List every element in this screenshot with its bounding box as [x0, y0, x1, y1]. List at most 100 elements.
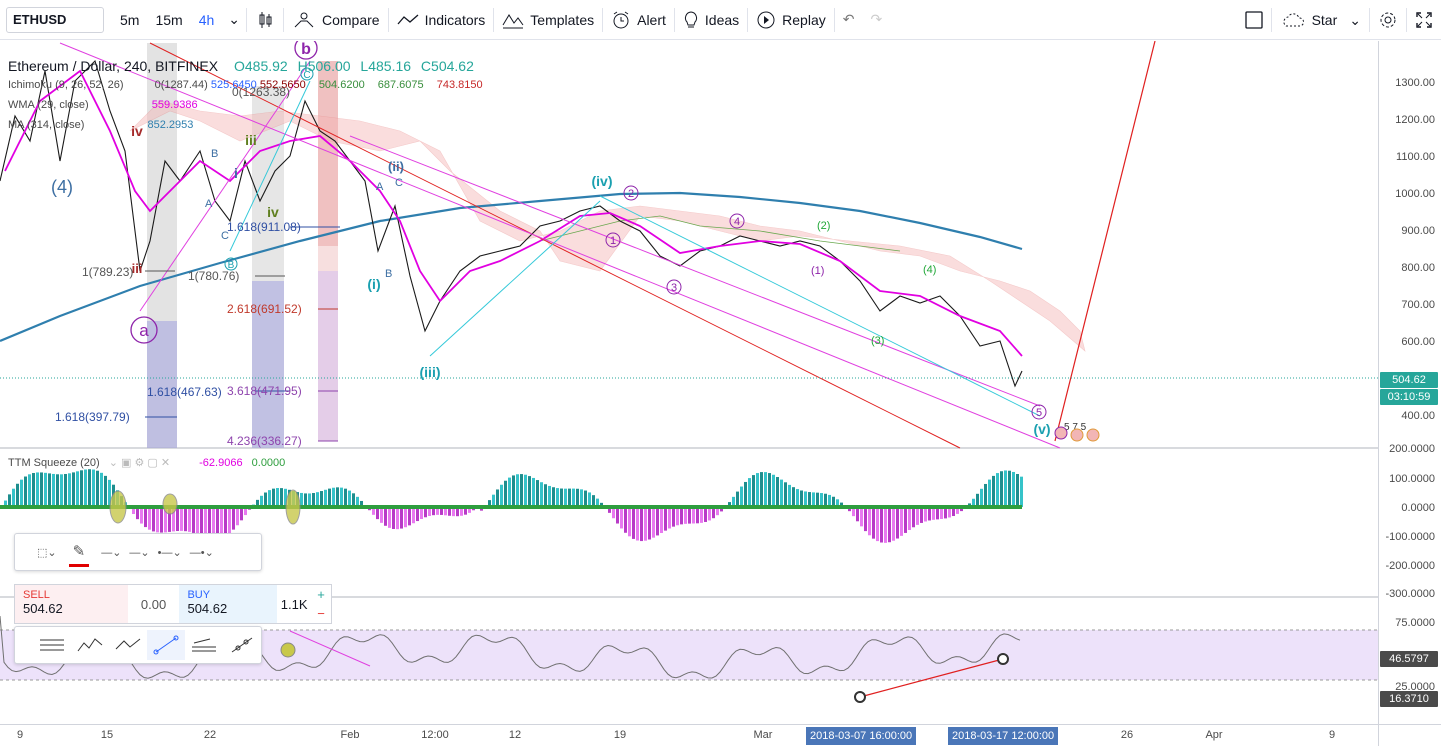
indicators-icon [397, 14, 419, 24]
minus-button[interactable]: − [317, 606, 325, 621]
ohlc-close: C504.62 [420, 58, 474, 74]
squeeze-bar [80, 470, 83, 507]
squeeze-bar [196, 507, 199, 535]
squeeze-bar [660, 507, 663, 534]
squeeze-bar [32, 472, 35, 507]
ichimoku-label: Ichimoku (9, 26, 52, 26) [8, 79, 124, 91]
squeeze-bar [204, 507, 207, 538]
interval-dropdown[interactable]: ⌄ [222, 0, 246, 40]
squeeze-bar [420, 507, 423, 520]
wave-sub-1: (1) [811, 265, 824, 277]
separator [602, 7, 604, 32]
squeeze-bar [496, 489, 499, 507]
redo-button[interactable]: ↷ [862, 0, 890, 40]
expand-button[interactable] [1407, 0, 1441, 40]
line-color-button[interactable]: ✎ [68, 537, 90, 567]
fib-label: 1.618(397.79) [55, 410, 130, 424]
squeeze-bar [848, 507, 851, 512]
line-start-button[interactable]: •—⌄ [157, 546, 182, 559]
squeeze-bar [392, 507, 395, 529]
separator [283, 7, 284, 32]
squeeze-bar [744, 481, 747, 507]
fullscreen-toggle-button[interactable] [1237, 0, 1271, 40]
gear-icon [1380, 12, 1396, 28]
current-price-tag: 504.62 [1380, 372, 1438, 388]
squeeze-bar [500, 484, 503, 507]
ideas-button[interactable]: Ideas [675, 0, 747, 40]
lightbulb-icon [684, 10, 697, 27]
ray-tool[interactable] [223, 630, 261, 660]
ma-legend[interactable]: MA (314, close) 852.2953 [8, 119, 193, 131]
squeeze-bar [136, 507, 139, 520]
templates-button[interactable]: Templates [494, 0, 602, 40]
squeeze-bar [784, 482, 787, 507]
interval-5m[interactable]: 5m [120, 11, 140, 28]
interval-4h[interactable]: 4h [198, 11, 215, 28]
time-tick-label: Apr [1205, 729, 1223, 741]
price-tick-label: 1000.00 [1395, 188, 1435, 200]
line-end-button[interactable]: —•⌄ [189, 546, 214, 559]
select-area-button[interactable]: ⬚⌄ [33, 537, 61, 567]
squeeze-bar [716, 507, 719, 516]
line-width-button[interactable]: —⌄ [101, 546, 122, 559]
horizontal-lines-tool[interactable] [33, 630, 71, 660]
squeeze-bar [916, 507, 919, 525]
channel-tool[interactable] [185, 630, 223, 660]
settings-button[interactable] [1370, 0, 1406, 40]
squeeze-bar [652, 507, 655, 538]
squeeze-bar [256, 499, 259, 507]
time-tick-label: 12 [508, 729, 522, 741]
symbol-search[interactable]: ETHUSD [6, 6, 104, 33]
squeeze-tick-label: 200.0000 [1389, 443, 1435, 455]
trendline-tool[interactable] [147, 630, 185, 660]
replay-button[interactable]: Replay [748, 0, 834, 40]
interval-15m[interactable]: 15m [155, 11, 183, 28]
compare-button[interactable]: Compare [284, 0, 388, 40]
buy-button[interactable]: BUY 504.62 [179, 585, 278, 623]
chart-canvas[interactable]: a b (4) iv iii iii iv i (i) (ii) (iii) (… [0, 41, 1378, 724]
squeeze-bar [616, 507, 619, 524]
price-axis[interactable]: 1300.00 1200.00 1100.00 1000.00 900.00 800.00… [1378, 41, 1441, 724]
star-button[interactable]: Star ⌄ [1272, 0, 1369, 40]
wma-legend[interactable]: WMA (29, close) 559.9386 [8, 99, 198, 111]
squeeze-bar [928, 507, 931, 521]
undo-button[interactable]: ↶ [835, 0, 863, 40]
sell-button[interactable]: SELL 504.62 [15, 585, 128, 623]
ohlc-low: L485.16 [360, 58, 412, 74]
squeeze-bar [416, 507, 419, 522]
redo-icon: ↷ [870, 11, 883, 27]
squeeze-bar [232, 507, 235, 530]
cloud-icon [1282, 13, 1304, 27]
squeeze-bar [944, 507, 947, 519]
price-tick-label: 1300.00 [1395, 77, 1435, 89]
rsi-tick-label: 25.0000 [1395, 681, 1435, 693]
squeeze-bar [260, 495, 263, 507]
expand-icon [1416, 12, 1432, 28]
squeeze-bar [144, 507, 147, 528]
squeeze-bar [140, 507, 143, 524]
correction-wave-tool[interactable] [109, 630, 147, 660]
price-tick-label: 1100.00 [1396, 151, 1435, 163]
line-style-button[interactable]: —⌄ [129, 546, 150, 559]
time-axis[interactable]: 9 15 22 Feb 12:00 12 19 Mar 26 Apr 9 2018-03-07 16… [0, 724, 1378, 746]
squeeze-tick-label: -200.0000 [1385, 560, 1435, 572]
ichimoku-legend[interactable]: Ichimoku (9, 26, 52, 26) 0(1287.44) 525.… [8, 79, 483, 91]
alert-button[interactable]: Alert [603, 0, 674, 40]
squeeze-bar [172, 507, 175, 532]
plus-button[interactable]: + [317, 587, 325, 602]
squeeze-bar [20, 479, 23, 507]
squeeze-bar [244, 507, 247, 516]
indicators-label: Indicators [424, 11, 486, 28]
squeeze-legend[interactable]: TTM Squeeze (20) ⌄ ▣ ⚙ ▢ ✕ -62.9066 0.00… [8, 456, 285, 469]
squeeze-controls[interactable]: ⌄ ▣ ⚙ ▢ ✕ [108, 457, 171, 469]
quantity-value[interactable]: 1.1K [280, 596, 308, 612]
squeeze-bar [360, 500, 363, 507]
chart-style-button[interactable] [247, 0, 283, 40]
main-legend: Ethereum / Dollar, 240, BITFINEX O485.92… [8, 58, 474, 74]
indicators-button[interactable]: Indicators [389, 0, 494, 40]
impulse-wave-tool[interactable] [71, 630, 109, 660]
separator [246, 7, 247, 32]
squeeze-bar [940, 507, 943, 519]
squeeze-bar [268, 490, 271, 507]
squeeze-bar [852, 507, 855, 517]
